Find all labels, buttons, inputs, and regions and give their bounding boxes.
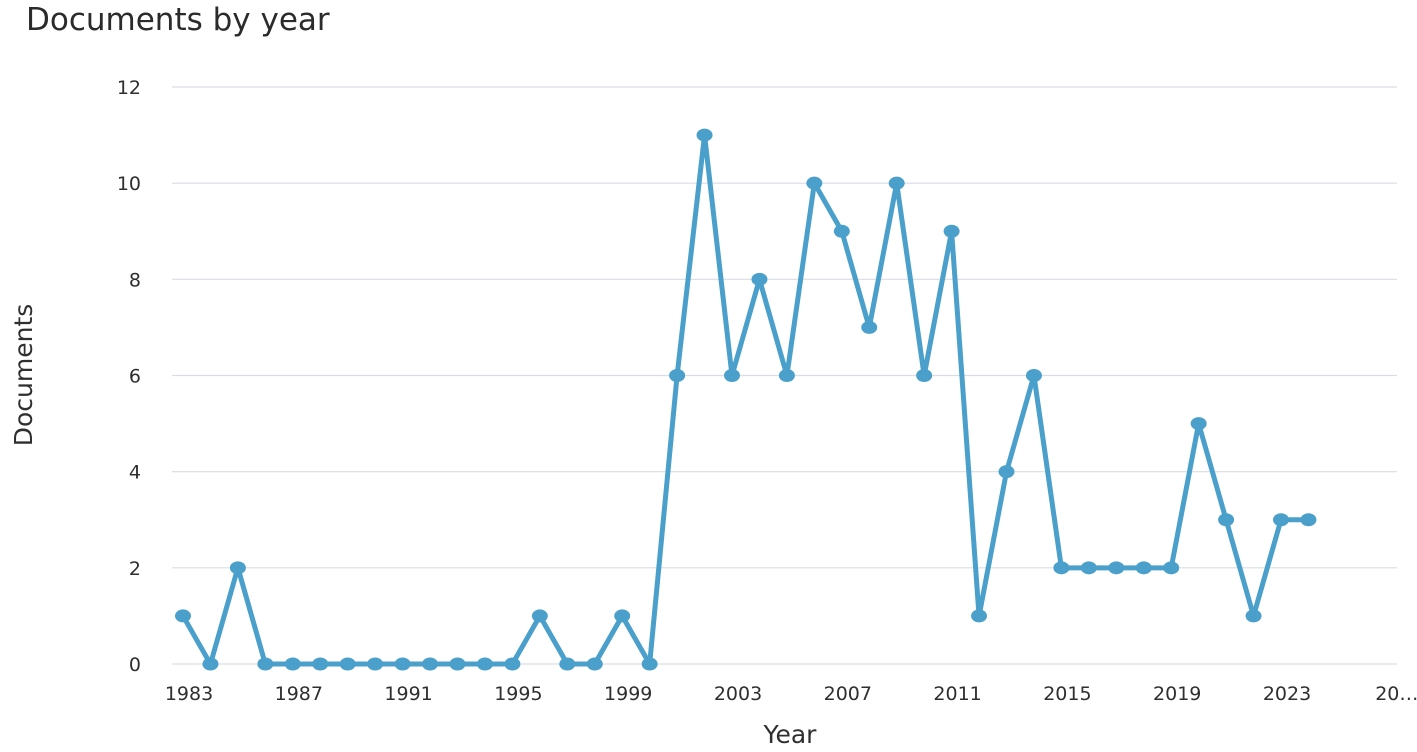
data-point-1994[interactable] — [476, 657, 493, 671]
x-tick-label: 1995 — [494, 683, 542, 705]
data-point-1990[interactable] — [367, 657, 384, 671]
y-tick-label: 6 — [129, 366, 141, 388]
x-tick-label: 1999 — [604, 683, 652, 705]
x-tick-label: 2015 — [1043, 683, 1091, 705]
data-point-1998[interactable] — [586, 657, 603, 671]
data-point-2004[interactable] — [751, 272, 768, 286]
data-point-2002[interactable] — [696, 128, 713, 142]
y-tick-label: 2 — [129, 558, 141, 580]
data-point-2016[interactable] — [1080, 561, 1097, 575]
data-point-2001[interactable] — [669, 369, 686, 382]
data-point-1989[interactable] — [339, 657, 356, 671]
data-point-2009[interactable] — [888, 176, 905, 190]
y-tick-label: 10 — [117, 173, 141, 195]
x-tick-label: 2011 — [933, 683, 981, 705]
x-tick-label: 20… — [1375, 683, 1417, 705]
y-tick-label: 4 — [129, 462, 141, 484]
data-point-2006[interactable] — [806, 176, 823, 190]
data-point-2015[interactable] — [1053, 561, 1070, 575]
data-point-2012[interactable] — [971, 609, 988, 623]
data-point-1983[interactable] — [175, 609, 191, 623]
x-tick-label: 2019 — [1153, 683, 1201, 705]
data-point-2011[interactable] — [943, 224, 960, 238]
y-tick-label: 12 — [117, 77, 141, 99]
data-point-2008[interactable] — [861, 320, 878, 334]
chart-title: Documents by year — [26, 2, 330, 38]
data-point-2017[interactable] — [1108, 561, 1125, 575]
x-tick-label: 2023 — [1263, 683, 1311, 705]
x-tick-label: 2007 — [824, 683, 872, 705]
series-line — [180, 132, 1311, 667]
data-point-1993[interactable] — [449, 657, 466, 671]
data-point-1984[interactable] — [202, 657, 219, 671]
data-point-2023[interactable] — [1273, 513, 1289, 527]
x-tick-label: 1983 — [165, 683, 213, 705]
data-points — [175, 128, 1317, 671]
data-point-2018[interactable] — [1135, 561, 1152, 575]
data-point-1999[interactable] — [614, 609, 631, 623]
data-point-2014[interactable] — [1025, 369, 1042, 382]
x-tick-label: 2003 — [714, 683, 762, 705]
data-point-1997[interactable] — [559, 657, 576, 671]
data-point-1987[interactable] — [284, 657, 301, 671]
data-point-1988[interactable] — [312, 657, 329, 671]
data-point-2007[interactable] — [833, 224, 850, 238]
data-point-2010[interactable] — [916, 369, 933, 382]
y-tick-label: 0 — [129, 654, 141, 676]
data-point-2000[interactable] — [641, 657, 658, 671]
y-tick-label: 8 — [129, 269, 141, 291]
data-point-2021[interactable] — [1218, 513, 1235, 527]
data-point-2005[interactable] — [778, 369, 795, 382]
data-point-1986[interactable] — [257, 657, 274, 671]
y-axis-ticks: 0 2 4 6 8 10 12 — [117, 77, 141, 676]
data-point-1995[interactable] — [504, 657, 521, 671]
data-point-2013[interactable] — [998, 465, 1015, 479]
data-point-2019[interactable] — [1163, 561, 1180, 575]
data-point-2003[interactable] — [724, 369, 740, 382]
data-point-1985[interactable] — [229, 561, 246, 575]
data-point-2020[interactable] — [1190, 417, 1207, 431]
data-point-1991[interactable] — [394, 657, 411, 671]
data-point-2024[interactable] — [1300, 513, 1317, 527]
data-point-2022[interactable] — [1245, 609, 1262, 623]
data-point-1996[interactable] — [531, 609, 548, 623]
x-axis-ticks: 1983 1987 1991 1995 1999 2003 2007 2011 2015 2019… — [165, 683, 1417, 705]
x-tick-label: 1987 — [275, 683, 323, 705]
y-axis-title: Documents — [9, 304, 38, 447]
x-axis-title: Year — [763, 720, 818, 749]
data-point-1992[interactable] — [422, 657, 439, 671]
x-tick-label: 1991 — [384, 683, 432, 705]
